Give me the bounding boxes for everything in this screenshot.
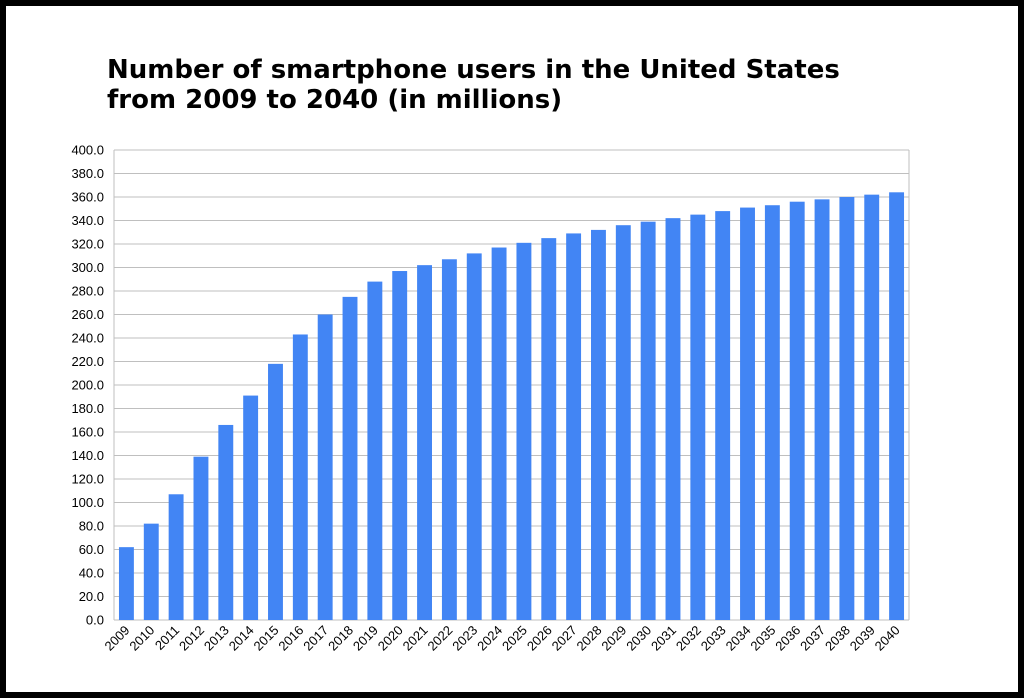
x-tick-label: 2036 [772, 623, 803, 654]
bar [143, 523, 159, 620]
y-tick-label: 300.0 [71, 260, 104, 275]
x-tick-label: 2031 [648, 623, 679, 654]
x-tick-label: 2034 [723, 623, 754, 654]
bar [665, 218, 681, 620]
bar [292, 334, 308, 620]
bar [615, 225, 631, 620]
x-tick-label: 2040 [872, 623, 903, 654]
y-tick-label: 400.0 [71, 143, 104, 158]
bar [640, 221, 656, 621]
x-tick-label: 2009 [101, 623, 132, 654]
bar [789, 201, 805, 620]
y-tick-label: 40.0 [79, 566, 104, 581]
bar [764, 205, 780, 620]
chart-title: Number of smartphone users in the United… [107, 55, 840, 115]
y-tick-label: 160.0 [71, 425, 104, 440]
bar [466, 253, 482, 620]
x-tick-label: 2014 [226, 623, 257, 654]
y-tick-label: 60.0 [79, 542, 104, 557]
bar [268, 363, 283, 620]
bar [839, 197, 855, 620]
bar [566, 233, 582, 621]
bar [516, 242, 532, 620]
y-tick-label: 360.0 [71, 190, 104, 205]
bar [441, 259, 457, 620]
bar [591, 229, 606, 620]
bar [715, 211, 731, 620]
x-tick-label: 2038 [822, 623, 853, 654]
bar [367, 281, 383, 620]
y-tick-label: 180.0 [71, 401, 104, 416]
bar [317, 314, 333, 620]
x-tick-label: 2021 [400, 623, 431, 654]
x-axis-ticks: 2009201020112012201320142015201620172018… [101, 623, 902, 654]
x-tick-label: 2030 [623, 623, 654, 654]
bar [864, 194, 880, 620]
y-tick-label: 240.0 [71, 331, 104, 346]
x-tick-label: 2010 [126, 623, 157, 654]
y-tick-label: 120.0 [71, 472, 104, 487]
x-tick-label: 2011 [152, 623, 182, 653]
x-tick-label: 2025 [499, 623, 530, 654]
x-tick-label: 2032 [673, 623, 704, 654]
x-tick-label: 2035 [747, 623, 778, 654]
x-tick-label: 2019 [350, 623, 381, 654]
bar [168, 494, 184, 620]
bar [814, 199, 830, 620]
bar [690, 214, 706, 620]
x-tick-label: 2028 [574, 623, 605, 654]
y-tick-label: 340.0 [71, 213, 104, 228]
bar [342, 296, 358, 620]
y-tick-label: 380.0 [71, 166, 104, 181]
x-tick-label: 2039 [847, 623, 878, 654]
bar [491, 247, 507, 620]
x-tick-label: 2018 [325, 623, 356, 654]
x-tick-label: 2023 [449, 623, 480, 654]
y-tick-label: 140.0 [71, 448, 104, 463]
y-tick-label: 320.0 [71, 237, 104, 252]
x-tick-label: 2012 [176, 623, 207, 654]
bars [118, 192, 905, 621]
y-tick-label: 280.0 [71, 284, 104, 299]
y-tick-label: 220.0 [71, 354, 104, 369]
y-tick-label: 100.0 [71, 495, 104, 510]
bar [193, 456, 209, 620]
y-tick-label: 80.0 [79, 519, 104, 534]
bar [218, 424, 234, 620]
y-tick-label: 20.0 [79, 589, 104, 604]
x-tick-label: 2027 [549, 623, 580, 654]
x-tick-label: 2026 [524, 623, 555, 654]
bar [392, 271, 408, 620]
x-tick-label: 2024 [474, 623, 505, 654]
x-tick-label: 2037 [797, 623, 828, 654]
bar [118, 547, 134, 620]
y-tick-label: 200.0 [71, 378, 104, 393]
x-tick-label: 2013 [201, 623, 232, 654]
x-tick-label: 2022 [424, 623, 455, 654]
y-tick-label: 0.0 [86, 613, 104, 628]
x-tick-label: 2029 [598, 623, 629, 654]
x-tick-label: 2015 [251, 623, 282, 654]
x-tick-label: 2033 [698, 623, 729, 654]
x-tick-label: 2016 [275, 623, 306, 654]
y-axis-ticks: 0.0 20.0 40.0 60.0 80.0 100.0 120.0 140.0 160.0 1… [71, 143, 104, 628]
x-tick-label: 2020 [375, 623, 406, 654]
bar [541, 238, 557, 620]
bar [889, 192, 905, 621]
bar [740, 207, 755, 620]
bar [417, 265, 432, 620]
bar [243, 395, 259, 620]
x-tick-label: 2017 [300, 623, 331, 654]
y-tick-label: 260.0 [71, 307, 104, 322]
